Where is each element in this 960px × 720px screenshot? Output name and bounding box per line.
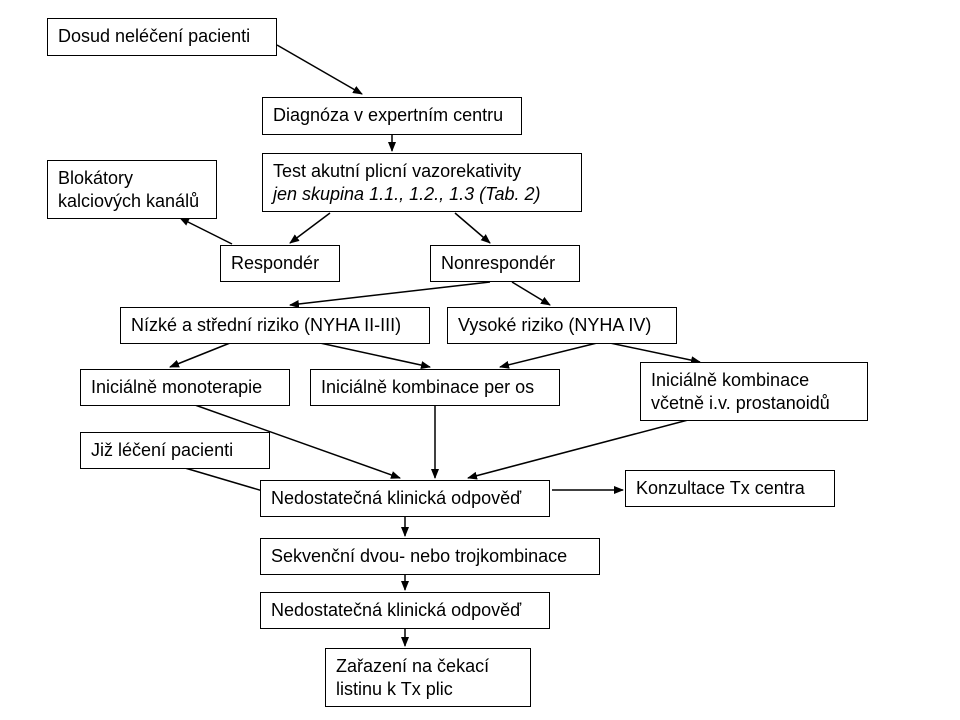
node-label: Vysoké riziko (NYHA IV) xyxy=(458,314,666,337)
flowchart-edge-0 xyxy=(277,45,362,94)
flowchart-node-n11: Iniciálně kombinacevčetně i.v. prostanoi… xyxy=(640,362,868,421)
node-label: Iniciálně kombinace per os xyxy=(321,376,549,399)
flowchart-node-n10: Iniciálně kombinace per os xyxy=(310,369,560,406)
flowchart-edge-10 xyxy=(610,343,700,362)
flowchart-node-n3: Test akutní plicní vazorekativityjen sku… xyxy=(262,153,582,212)
node-label: Iniciálně kombinace xyxy=(651,369,857,392)
flowchart-edge-3 xyxy=(455,213,490,243)
flowchart-node-n5: Respondér xyxy=(220,245,340,282)
node-label-line2: včetně i.v. prostanoidů xyxy=(651,392,857,415)
flowchart-node-n16: Nedostatečná klinická odpověď xyxy=(260,592,550,629)
flowchart-edge-7 xyxy=(170,343,230,367)
node-label: Nonrespondér xyxy=(441,252,569,275)
flowchart-edge-2 xyxy=(290,213,330,243)
flowchart-node-n7: Nízké a střední riziko (NYHA II-III) xyxy=(120,307,430,344)
node-label: Sekvenční dvou- nebo trojkombinace xyxy=(271,545,589,568)
flowchart-node-n13: Nedostatečná klinická odpověď xyxy=(260,480,550,517)
node-label: Respondér xyxy=(231,252,329,275)
flowchart-node-n12: Již léčení pacienti xyxy=(80,432,270,469)
node-label: Blokátory xyxy=(58,167,206,190)
flowchart-node-n1: Dosud neléčení pacienti xyxy=(47,18,277,56)
flowchart-node-n15: Sekvenční dvou- nebo trojkombinace xyxy=(260,538,600,575)
flowchart-node-n17: Zařazení na čekacílistinu k Tx plic xyxy=(325,648,531,707)
flowchart-node-n8: Vysoké riziko (NYHA IV) xyxy=(447,307,677,344)
flowchart-edge-4 xyxy=(180,218,232,244)
flowchart-edge-6 xyxy=(512,282,550,305)
node-label: Test akutní plicní vazorekativity xyxy=(273,160,571,183)
flowchart-node-n2: Diagnóza v expertním centru xyxy=(262,97,522,135)
node-label-line2: kalciových kanálů xyxy=(58,190,206,213)
flowchart-node-n4: Blokátorykalciových kanálů xyxy=(47,160,217,219)
node-label: Iniciálně monoterapie xyxy=(91,376,279,399)
node-label: Nízké a střední riziko (NYHA II-III) xyxy=(131,314,419,337)
flowchart-edge-9 xyxy=(500,343,597,367)
node-label-line2: jen skupina 1.1., 1.2., 1.3 (Tab. 2) xyxy=(273,183,571,206)
node-label-line2: listinu k Tx plic xyxy=(336,678,520,701)
node-label: Nedostatečná klinická odpověď xyxy=(271,599,539,622)
flowchart-node-n9: Iniciálně monoterapie xyxy=(80,369,290,406)
node-label: Již léčení pacienti xyxy=(91,439,259,462)
node-label: Nedostatečná klinická odpověď xyxy=(271,487,539,510)
flowchart-node-n6: Nonrespondér xyxy=(430,245,580,282)
flowchart-edge-8 xyxy=(320,343,430,367)
flowchart-edge-5 xyxy=(290,282,490,305)
node-label: Dosud neléčení pacienti xyxy=(58,25,266,48)
node-label: Diagnóza v expertním centru xyxy=(273,104,511,127)
flowchart-node-n14: Konzultace Tx centra xyxy=(625,470,835,507)
node-label: Zařazení na čekací xyxy=(336,655,520,678)
node-label: Konzultace Tx centra xyxy=(636,477,824,500)
